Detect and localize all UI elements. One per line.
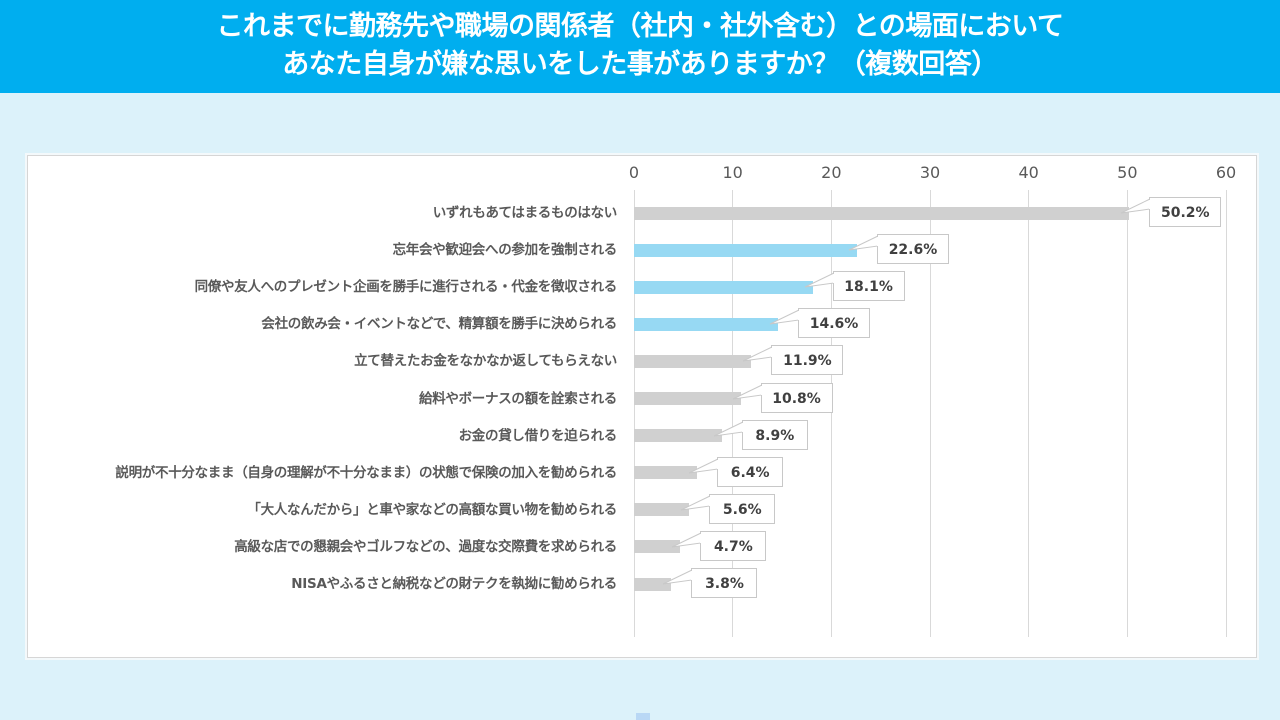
bar <box>634 540 681 554</box>
gridline <box>1028 190 1030 637</box>
x-tick-label: 60 <box>1215 163 1237 182</box>
category-label: NISAやふるさと納税などの財テクを執拗に勧められる <box>291 576 617 592</box>
value-callout: 11.9% <box>771 345 844 376</box>
category-label: 給料やボーナスの額を詮索される <box>419 390 617 407</box>
value-callout: 22.6% <box>876 234 949 265</box>
bar <box>634 503 690 517</box>
x-tick-label: 30 <box>919 163 941 182</box>
value-callout: 18.1% <box>832 271 905 302</box>
x-tick-label: 50 <box>1117 163 1138 182</box>
gridline <box>929 190 931 637</box>
page-header: これまでに勤務先や職場の関係者（社内・社外含む）との場面において あなた自身が嫌… <box>0 0 1280 93</box>
bar <box>634 243 857 257</box>
callout-tail-joint <box>691 571 694 580</box>
title-line-1: これまでに勤務先や職場の関係者（社内・社外含む）との場面において <box>216 11 1064 42</box>
gridline <box>1225 190 1227 637</box>
callout-tail-joint <box>771 348 774 358</box>
x-tick-label: 0 <box>628 163 640 182</box>
chart-panel <box>27 155 1257 658</box>
gridline <box>1126 190 1128 637</box>
x-tick-label: 10 <box>722 163 743 182</box>
value-callout: 10.8% <box>760 382 833 413</box>
callout-tail-joint <box>876 237 879 247</box>
bar <box>634 280 813 294</box>
callout-tail-joint <box>832 274 835 284</box>
x-tick-label: 20 <box>821 163 842 182</box>
bar <box>634 206 1130 220</box>
callout-tail-joint <box>709 496 712 506</box>
gridline <box>732 190 734 637</box>
category-label: 忘年会や歓迎会への参加を強制される <box>392 242 618 259</box>
title-line-2: あなた自身が嫌な思いをした事がありますか？（複数回答） <box>282 49 998 80</box>
callout-tail-joint <box>741 422 744 432</box>
callout-tail-joint <box>717 459 720 469</box>
category-label: 会社の飲み会・イベントなどで、精算額を勝手に決められる <box>261 316 617 333</box>
callout-tail-joint <box>760 385 763 395</box>
bar <box>634 354 752 368</box>
category-label: いずれもあてはまるものはない <box>432 205 618 221</box>
value-callout: 3.8% <box>691 568 758 598</box>
callout-tail-joint <box>700 533 703 543</box>
value-callout: 8.9% <box>741 419 808 450</box>
category-label: 立て替えたお金をなかなか返してもらえない <box>354 353 617 370</box>
value-callout: 14.6% <box>798 308 871 339</box>
slide-marker <box>636 713 650 720</box>
callout-tail-joint <box>1149 200 1152 209</box>
value-callout: 5.6% <box>709 493 776 524</box>
category-label: 説明が不十分なまま（自身の理解が不十分なまま）の状態で保険の加入を勧められる <box>115 464 617 481</box>
callout-tail-joint <box>798 311 801 321</box>
bar <box>634 466 698 480</box>
value-callout: 50.2% <box>1149 197 1222 227</box>
value-callout: 4.7% <box>700 530 767 561</box>
gridline <box>830 190 832 637</box>
bar <box>634 392 741 405</box>
category-label: 「大人なんだから」と車や家などの高額な買い物を勧められる <box>247 501 617 518</box>
gridline <box>633 190 635 637</box>
value-callout: 6.4% <box>717 456 784 487</box>
x-tick-label: 40 <box>1018 163 1039 182</box>
category-label: 高級な店での懇親会やゴルフなどの、過度な交際費を求められる <box>234 538 617 555</box>
category-label: お金の貸し借りを迫られる <box>458 427 618 444</box>
bar <box>634 317 779 331</box>
category-label: 同僚や友人へのプレゼント企画を勝手に進行される・代金を徴収される <box>194 279 618 296</box>
bar <box>634 577 672 591</box>
bar <box>634 429 722 443</box>
